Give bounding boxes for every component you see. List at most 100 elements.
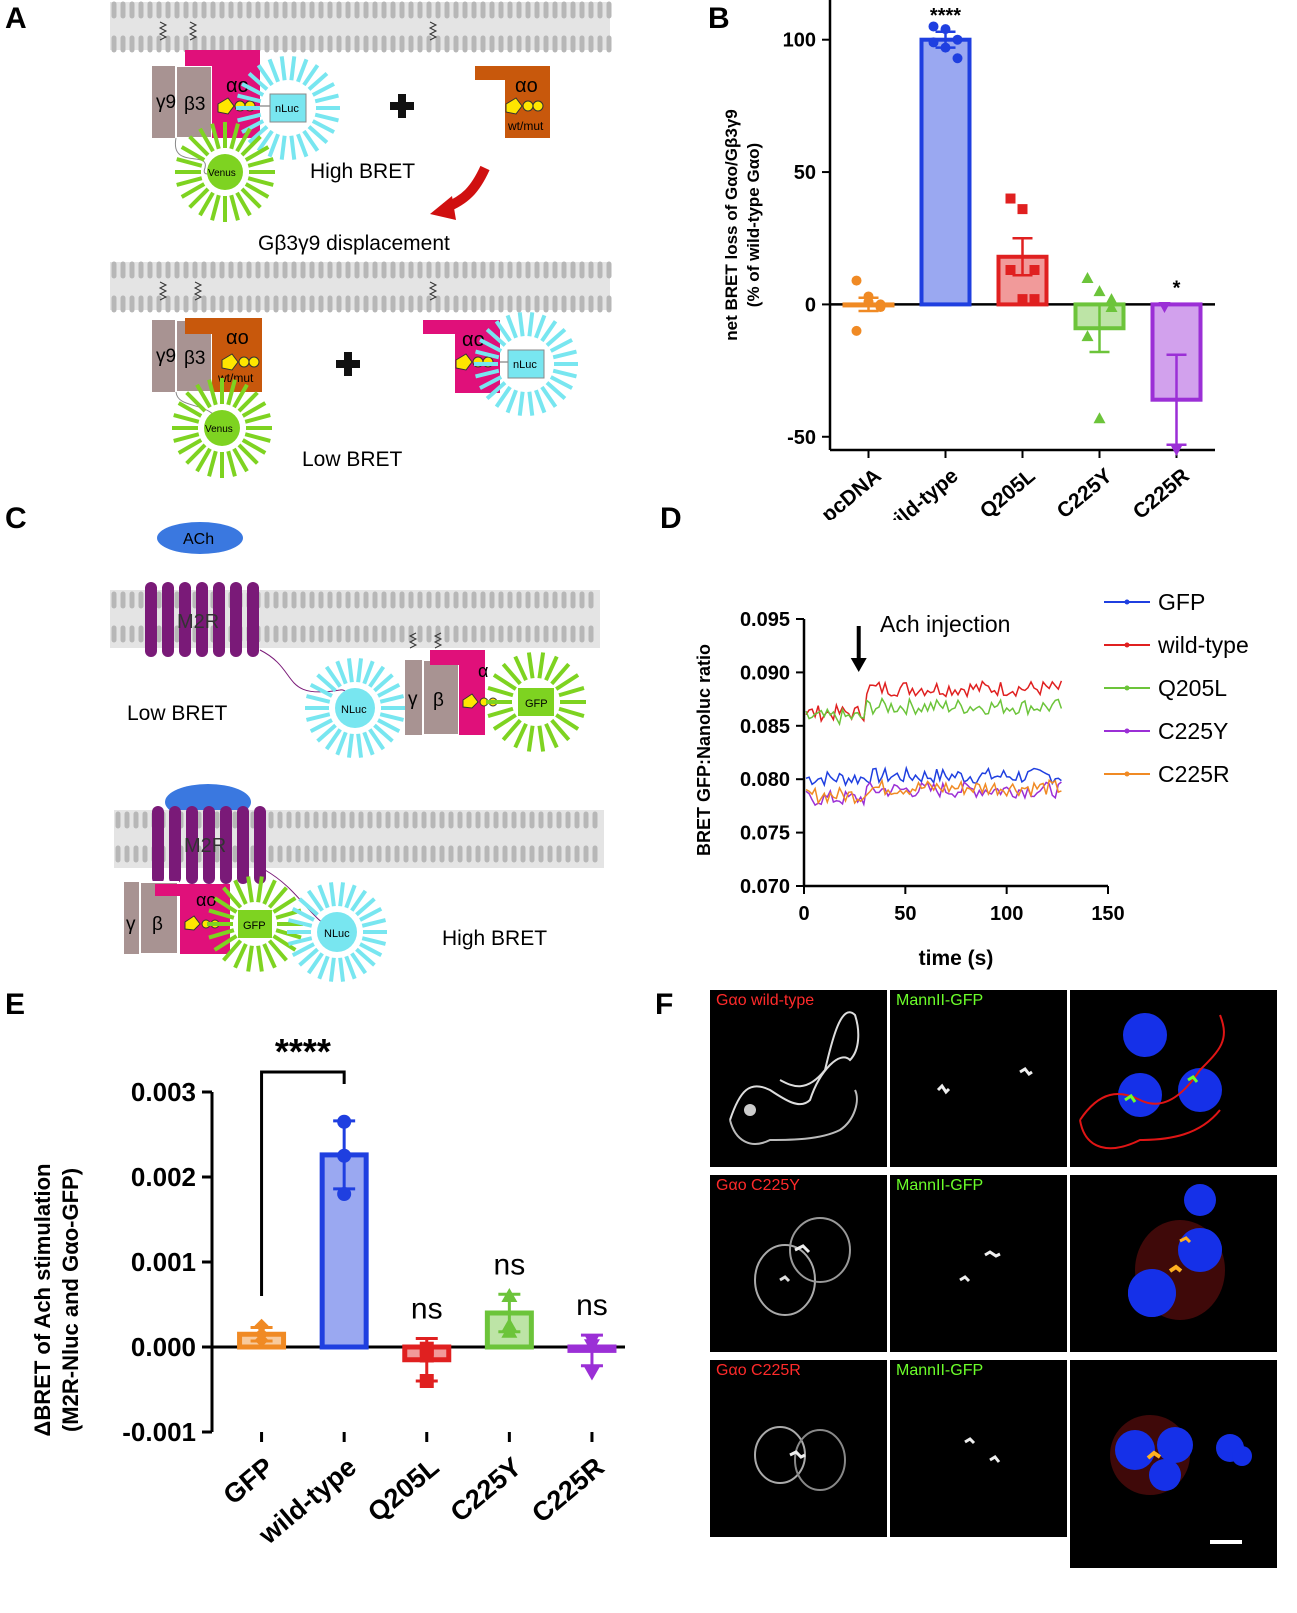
low-bret-label: Low BRET: [302, 448, 403, 471]
chart-e: -0.0010.0000.0010.0020.003GFPwild-typens…: [30, 1031, 625, 1550]
chart-e-point: [419, 1341, 434, 1356]
micro-r1-c3: [1070, 990, 1277, 1167]
chart-e-ytick-label: 0.001: [131, 1247, 196, 1277]
diagram-c: ACh M2R NLuc Low BRET γ β α GFP M2R γ β: [110, 522, 604, 982]
micro-r1-c1: Gαo wild-type: [710, 990, 887, 1167]
m2r-receptor-high: [152, 806, 266, 884]
gfp-label-c1: GFP: [525, 698, 548, 710]
chart-b-point: [1093, 285, 1106, 297]
chart-e-xtick-label: C225Y: [445, 1452, 528, 1528]
chart-d-legend-label: C225Y: [1158, 718, 1228, 744]
micro-r3-c3: [1070, 1360, 1277, 1568]
micro-green-r2: MannII-GFP: [896, 1177, 984, 1194]
chart-b-point: [1105, 301, 1118, 313]
chart-d-ytick-label: 0.075: [740, 823, 790, 845]
chart-b-point: [940, 24, 951, 35]
alpha-c2: αo: [196, 890, 216, 910]
beta-label-low: β3: [184, 348, 206, 369]
chart-b-significance: ****: [930, 5, 961, 27]
chart-e-significance: ns: [494, 1248, 526, 1281]
nluc-burst: [236, 56, 340, 160]
wtmut-label: wt/mut: [507, 119, 544, 133]
chart-e-significance-bracket: [260, 1070, 346, 1296]
chart-e-point: [419, 1374, 434, 1388]
scale-bar: [1210, 1540, 1242, 1544]
chart-d-series-line: [805, 680, 1063, 724]
chart-b-point: [1093, 412, 1106, 424]
chart-d-ytick-label: 0.080: [740, 769, 790, 791]
alpha-label-low: αo: [226, 327, 249, 349]
chart-b-point: [1081, 271, 1094, 283]
chart-d-xtick-label: 50: [894, 903, 916, 925]
chart-b-point: [940, 42, 951, 53]
chart-b-xtick-label: C225R: [1129, 464, 1194, 520]
chart-b-xtick-label: wild-type: [877, 464, 962, 520]
chart-e-point: [583, 1334, 600, 1349]
chart-d-ytick-label: 0.085: [740, 716, 790, 738]
chart-b-significance: *: [1173, 277, 1181, 299]
alpha-mut-top: αo wt/mut: [428, 21, 550, 138]
chart-e-point: [583, 1366, 600, 1381]
chart-d-legend-marker: [1124, 771, 1130, 777]
micro-label-r3: Gαo C225R: [716, 1362, 801, 1379]
nluc-burst-c1: [305, 658, 405, 758]
micro-r3-c1: Gαo C225R: [710, 1360, 887, 1537]
beta-c2: β: [152, 914, 163, 935]
plus-icon-2: [336, 352, 360, 376]
nluc-burst-c2: [287, 882, 387, 982]
chart-d-ytick-label: 0.070: [740, 876, 790, 898]
chart-b-ytick-label: 100: [783, 30, 816, 52]
chart-d-legend-label: wild-type: [1157, 632, 1249, 658]
nluc-label-c2: NLuc: [324, 928, 350, 940]
chart-b-point: [1005, 193, 1016, 204]
panel-letter-d: D: [660, 502, 682, 535]
chart-b-ytick-label: -50: [787, 427, 816, 449]
gamma-c1: γ: [408, 689, 418, 710]
membrane-bottom: [110, 261, 612, 313]
chart-e-ytick-label: 0.002: [131, 1162, 196, 1192]
chart-b-point: [1105, 293, 1118, 305]
chart-b-point: [1029, 265, 1040, 275]
chart-b-point: [1170, 445, 1183, 456]
alpha-c1: α: [478, 661, 488, 681]
gfp-burst-c2: [207, 876, 303, 972]
chart-e-point: [337, 1114, 352, 1129]
m2r-label: M2R: [177, 611, 219, 633]
venus-label: Venus: [208, 168, 236, 179]
alpha-wt-free: αo nLuc: [423, 281, 578, 416]
chart-b-point: [851, 275, 862, 286]
chart-e-ytick-label: -0.001: [122, 1417, 196, 1447]
membrane-top: [110, 1, 612, 53]
chart-e-point: [254, 1333, 269, 1348]
g-protein-c2: γ β αo GFP: [124, 876, 303, 972]
chart-d-xlabel: time (s): [919, 947, 994, 970]
chart-b-xtick-label: pcDNA: [817, 464, 885, 520]
nluc-burst-free: [474, 312, 578, 416]
micro-r3-c2: MannII-GFP: [890, 1360, 1067, 1537]
chart-e-point: [254, 1318, 269, 1333]
chart-d-xtick-label: 150: [1091, 903, 1124, 925]
high-bret-label-c: High BRET: [442, 927, 547, 950]
chart-d-annotation: Ach injection: [880, 611, 1010, 637]
chart-b-point: [952, 34, 963, 45]
chart-e-point: [501, 1288, 518, 1302]
chart-e-ylabel2: (M2R-Nluc and Gαo-GFP): [58, 1168, 83, 1432]
gfp-burst-c1: [486, 652, 586, 752]
chart-b-bar: [919, 37, 972, 307]
micro-green-r1: MannII-GFP: [896, 992, 984, 1009]
plus-icon: [390, 94, 414, 118]
m2r-receptor-low: [145, 582, 259, 657]
ach-label: ACh: [183, 531, 214, 548]
panel-letter-b: B: [708, 2, 730, 35]
chart-e-significance: ns: [411, 1293, 443, 1326]
chart-d-ylabel: BRET GFP:Nanoluc ratio: [694, 644, 714, 856]
chart-d-legend-marker: [1124, 599, 1130, 605]
micro-r1-c2: MannII-GFP: [890, 990, 1067, 1167]
venus-burst: [175, 122, 275, 222]
m2r-label-2: M2R: [184, 835, 226, 857]
chart-b-point: [1158, 302, 1171, 314]
chart-d-annotation-arrowhead: [850, 658, 867, 672]
chart-b-xtick-label: Q205L: [976, 464, 1040, 520]
panel-letter-a: A: [5, 2, 27, 35]
chart-d-legend-marker: [1124, 728, 1130, 734]
